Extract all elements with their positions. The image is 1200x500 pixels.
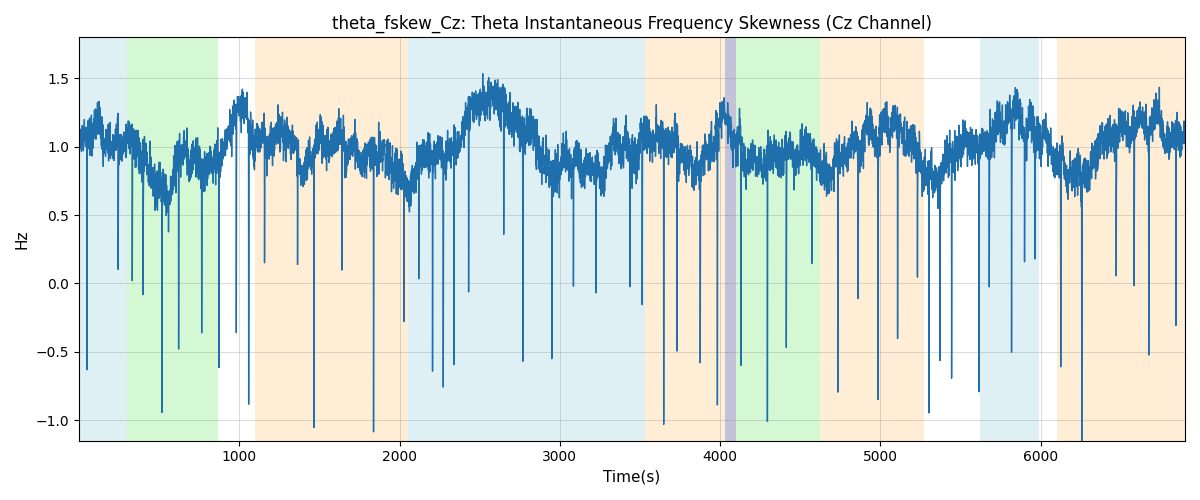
Bar — [1057, 38, 1186, 440]
Bar — [79, 38, 127, 440]
X-axis label: Time(s): Time(s) — [604, 470, 660, 485]
Y-axis label: Hz: Hz — [14, 230, 30, 249]
Bar — [408, 38, 644, 440]
Bar — [127, 38, 218, 440]
Bar — [256, 38, 408, 440]
Bar — [644, 38, 725, 440]
Bar — [736, 38, 820, 440]
Bar — [820, 38, 924, 440]
Title: theta_fskew_Cz: Theta Instantaneous Frequency Skewness (Cz Channel): theta_fskew_Cz: Theta Instantaneous Freq… — [332, 15, 932, 34]
Bar — [980, 38, 1039, 440]
Bar — [725, 38, 736, 440]
